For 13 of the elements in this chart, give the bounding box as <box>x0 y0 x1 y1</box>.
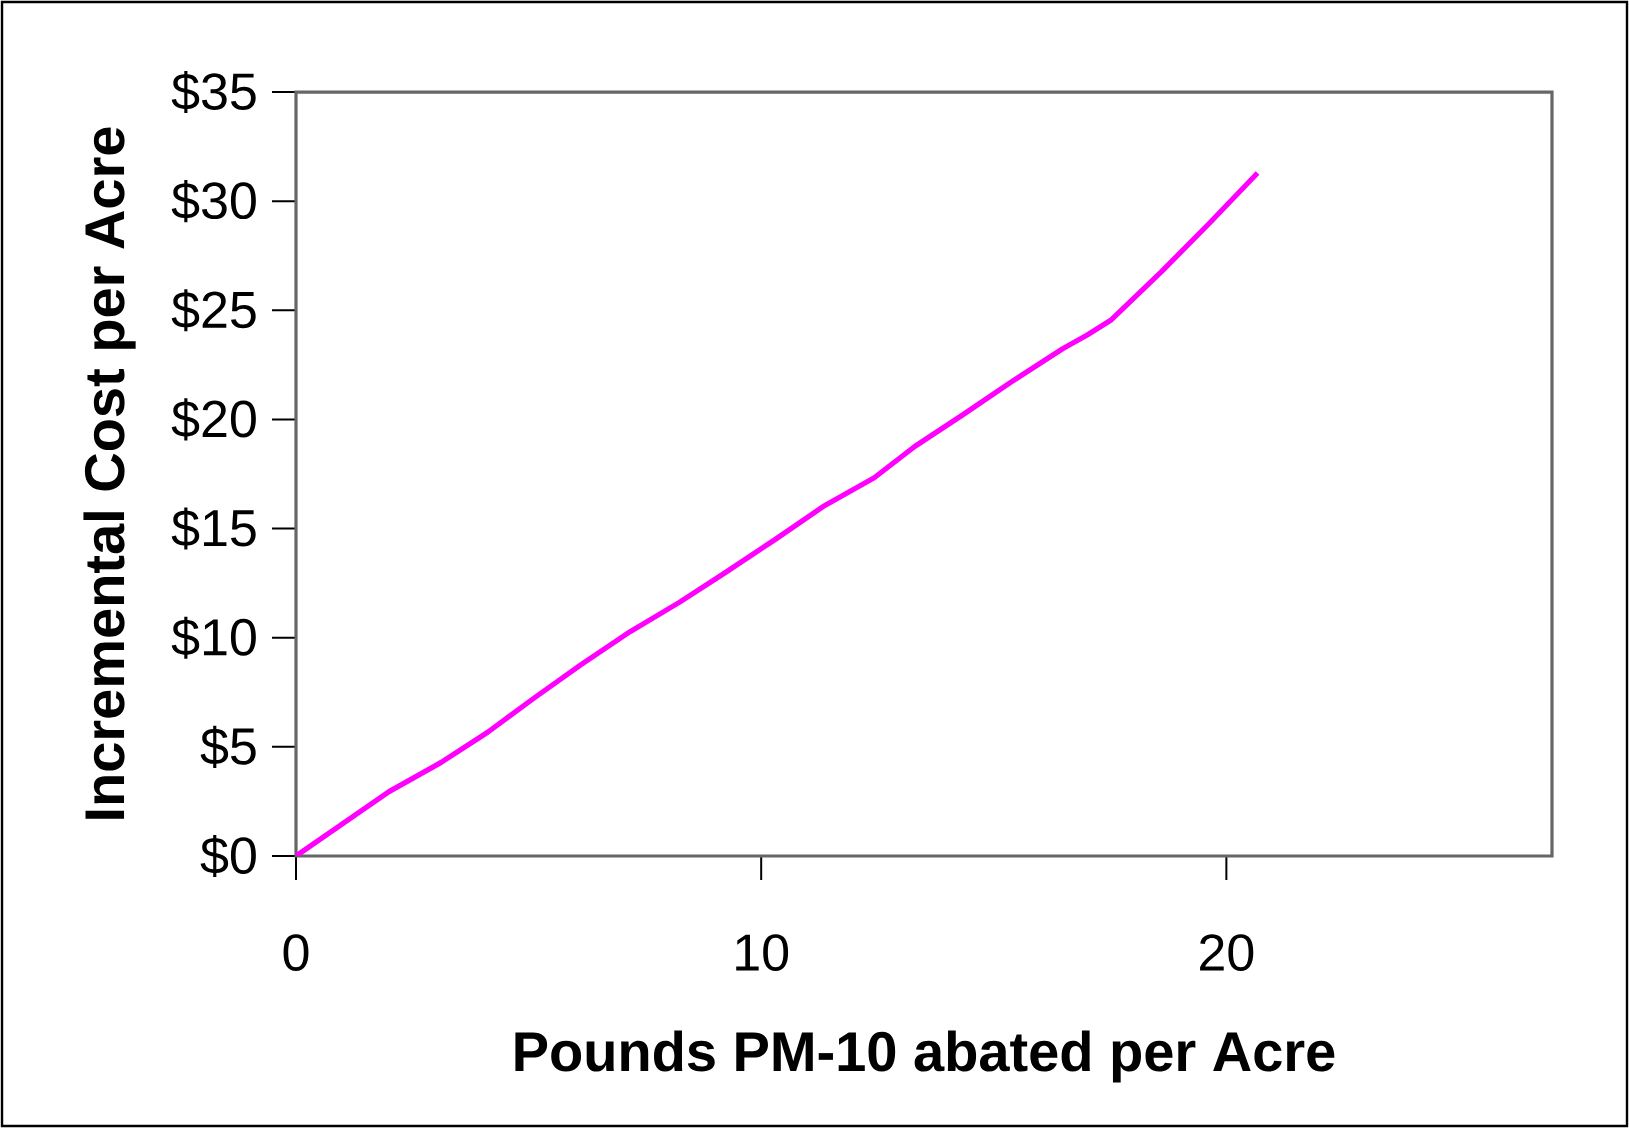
x-axis-title: Pounds PM-10 abated per Acre <box>515 1030 1335 1083</box>
y-tick-label: $35 <box>171 70 256 114</box>
y-tick-label: $25 <box>171 289 256 332</box>
y-tick-label: $15 <box>171 507 256 550</box>
y-tick-label: $10 <box>171 616 256 659</box>
y-tick-label: $30 <box>171 180 256 223</box>
x-tick-label: 0 <box>283 934 309 971</box>
y-axis-title: Incremental Cost per Acre <box>83 127 136 819</box>
y-tick-label: $0 <box>200 834 256 878</box>
x-tick-label: 20 <box>1200 934 1254 971</box>
x-tick-label: 10 <box>736 934 789 971</box>
y-tick-label: $20 <box>171 398 256 441</box>
y-tick-label: $5 <box>200 725 256 768</box>
